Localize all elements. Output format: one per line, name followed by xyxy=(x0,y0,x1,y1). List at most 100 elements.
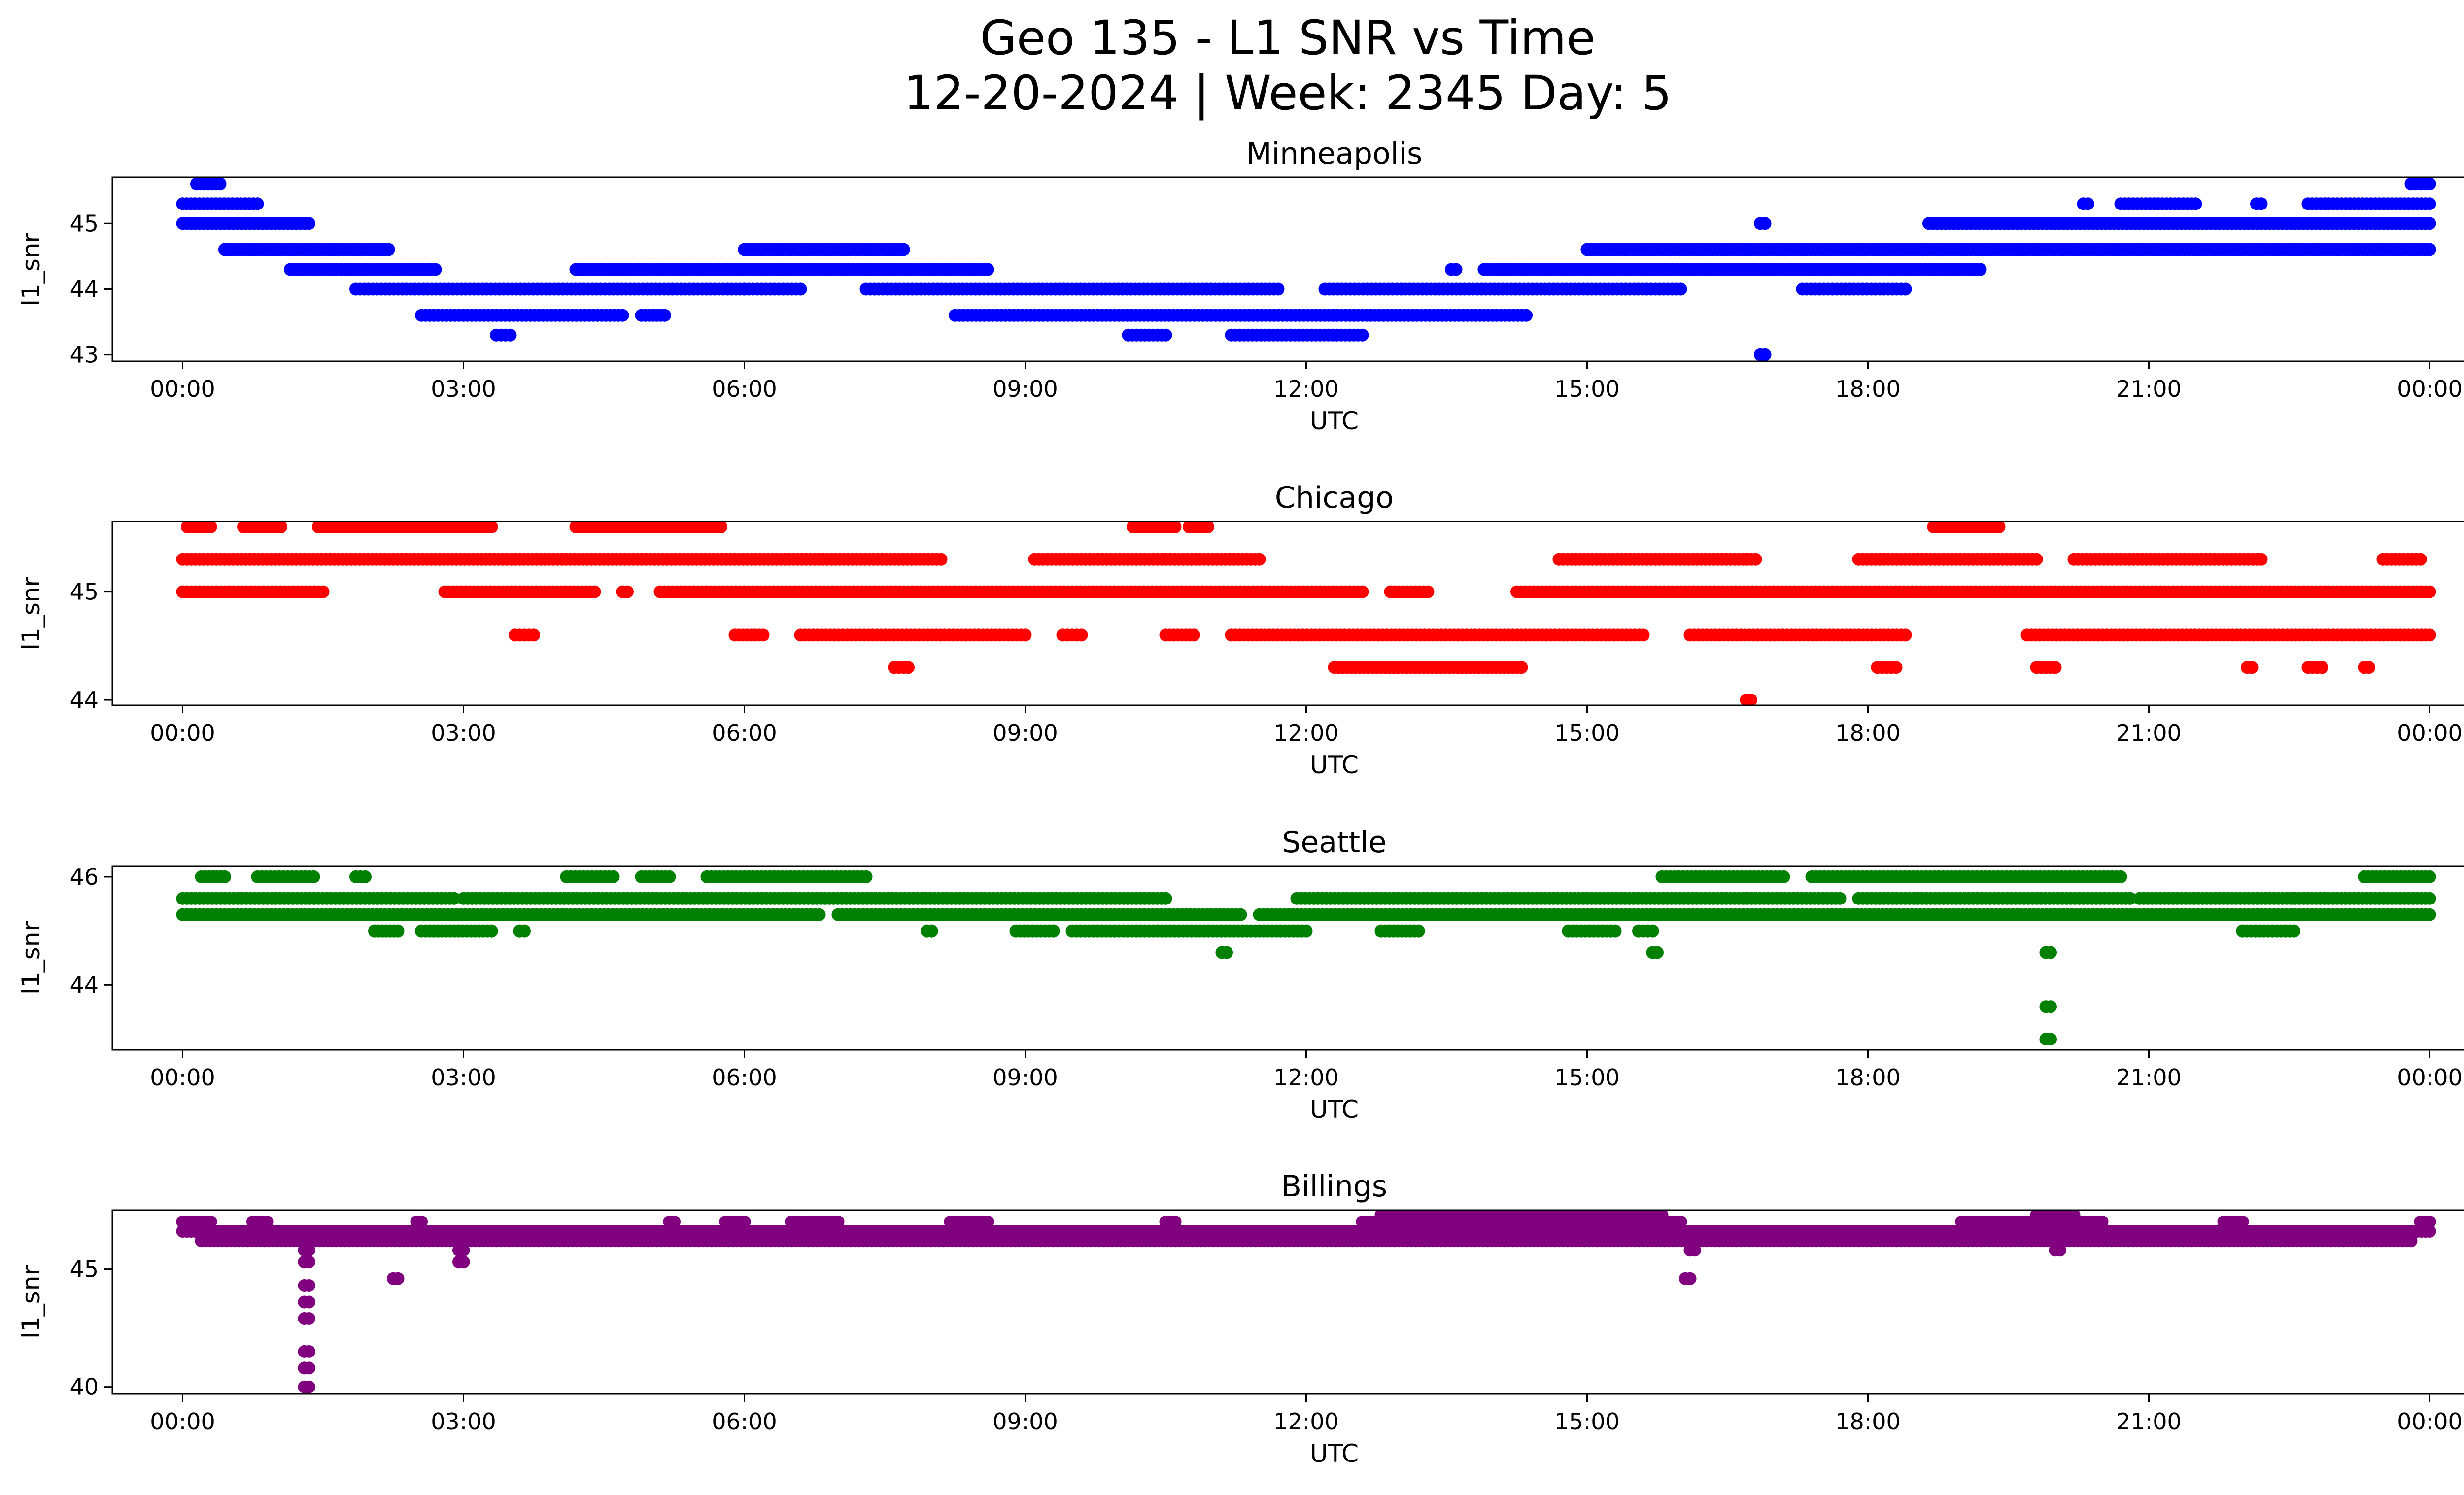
scatter-point xyxy=(2316,661,2328,674)
scatter-point xyxy=(1201,522,1214,533)
panel-title: Chicago xyxy=(1275,481,1394,515)
scatter-point xyxy=(2245,661,2259,674)
scatter-point xyxy=(715,522,727,533)
scatter-point xyxy=(2255,553,2268,566)
scatter-point xyxy=(1187,628,1200,642)
y-axis-label: l1_snr xyxy=(17,921,45,995)
scatter-point xyxy=(429,263,442,276)
scatter-point xyxy=(794,282,807,296)
scatter-point xyxy=(1758,217,1772,230)
scatter-point xyxy=(447,892,461,905)
scatter-point xyxy=(1651,946,1664,959)
scatter-point xyxy=(1889,661,1903,674)
scatter-point xyxy=(204,522,217,533)
x-tick-label: 00:00 xyxy=(2397,1064,2463,1091)
scatter-point xyxy=(2423,217,2436,230)
scatter-point xyxy=(2423,585,2436,598)
x-tick-label: 00:00 xyxy=(2397,376,2463,402)
scatter-point xyxy=(391,924,405,938)
scatter-point xyxy=(518,924,531,938)
y-tick-label: 44 xyxy=(69,276,99,302)
scatter-point xyxy=(2423,243,2436,256)
scatter-point xyxy=(1449,263,1463,276)
scatter-point xyxy=(1356,585,1369,598)
scatter-point xyxy=(2114,870,2127,883)
panel-title: Seattle xyxy=(1282,825,1386,860)
scatter-point xyxy=(213,177,227,191)
x-tick-label: 21:00 xyxy=(2116,720,2182,746)
panel-title: Minneapolis xyxy=(1246,137,1423,171)
scatter-point xyxy=(2423,197,2436,210)
scatter-point xyxy=(658,309,671,322)
scatter-point xyxy=(663,870,676,883)
x-tick-label: 03:00 xyxy=(431,1064,496,1091)
scatter-point xyxy=(2414,553,2427,566)
x-tick-label: 09:00 xyxy=(992,720,1058,746)
scatter-point xyxy=(621,585,634,598)
scatter-point xyxy=(1159,328,1172,342)
scatter-point xyxy=(1899,282,1912,296)
scatter-point xyxy=(2423,177,2436,191)
x-tick-label: 09:00 xyxy=(992,376,1058,402)
scatter-point xyxy=(2044,946,2057,959)
plot-frame xyxy=(111,865,2464,1051)
scatter-point xyxy=(813,908,826,921)
scatter-point xyxy=(925,924,938,938)
scatter-point xyxy=(1159,892,1172,905)
x-tick-label: 18:00 xyxy=(1835,376,1901,402)
y-tick-label: 44 xyxy=(69,972,99,998)
scatter-point xyxy=(1777,870,1790,883)
scatter-point xyxy=(1421,585,1435,598)
scatter-point xyxy=(2044,1033,2057,1046)
x-tick-label: 00:00 xyxy=(150,1064,215,1091)
scatter-point xyxy=(307,870,320,883)
scatter-point xyxy=(588,585,601,598)
y-tick-label: 45 xyxy=(69,579,99,605)
scatter-point xyxy=(1220,946,1233,959)
x-tick-label: 06:00 xyxy=(712,376,777,402)
x-tick-label: 15:00 xyxy=(1554,720,1620,746)
x-axis-label: UTC xyxy=(1310,1095,1359,1124)
scatter-point xyxy=(1412,924,1425,938)
scatter-point xyxy=(1646,924,1659,938)
scatter-point xyxy=(1075,628,1088,642)
x-tick-label: 06:00 xyxy=(712,720,777,746)
scatter-point xyxy=(2423,628,2436,642)
scatter-series xyxy=(176,870,2436,1046)
scatter-point xyxy=(1833,892,1847,905)
scatter-point xyxy=(316,585,330,598)
scatter-point xyxy=(897,243,910,256)
scatter-point xyxy=(2082,197,2094,210)
scatter-series xyxy=(176,522,2436,705)
scatter-point xyxy=(2044,1000,2057,1013)
scatter-point xyxy=(1749,553,1762,566)
scatter-point xyxy=(2049,661,2062,674)
scatter-point xyxy=(485,924,498,938)
y-axis-label: l1_snr xyxy=(17,233,45,306)
scatter-point xyxy=(1974,263,1987,276)
scatter-point xyxy=(981,263,994,276)
scatter-point xyxy=(1608,924,1622,938)
scatter-point xyxy=(1271,282,1285,296)
scatter-point xyxy=(1758,348,1772,361)
scatter-point xyxy=(303,217,315,230)
plot-frame xyxy=(111,176,2464,362)
scatter-point xyxy=(1637,628,1650,642)
scatter-point xyxy=(1899,628,1912,642)
scatter-point xyxy=(1168,522,1182,533)
scatter-point xyxy=(1992,522,2006,533)
scatter-point xyxy=(2288,924,2300,938)
scatter-series xyxy=(176,1210,2436,1393)
scatter-point xyxy=(382,243,395,256)
figure-title-line2: 12-20-2024 | Week: 2345 Day: 5 xyxy=(904,66,1672,121)
scatter-point xyxy=(527,628,540,642)
scatter-point xyxy=(607,870,620,883)
scatter-point xyxy=(1674,282,1687,296)
scatter-point xyxy=(934,553,948,566)
y-tick-label: 44 xyxy=(69,687,99,713)
scatter-point xyxy=(1745,694,1757,705)
x-tick-label: 12:00 xyxy=(1273,1064,1339,1091)
